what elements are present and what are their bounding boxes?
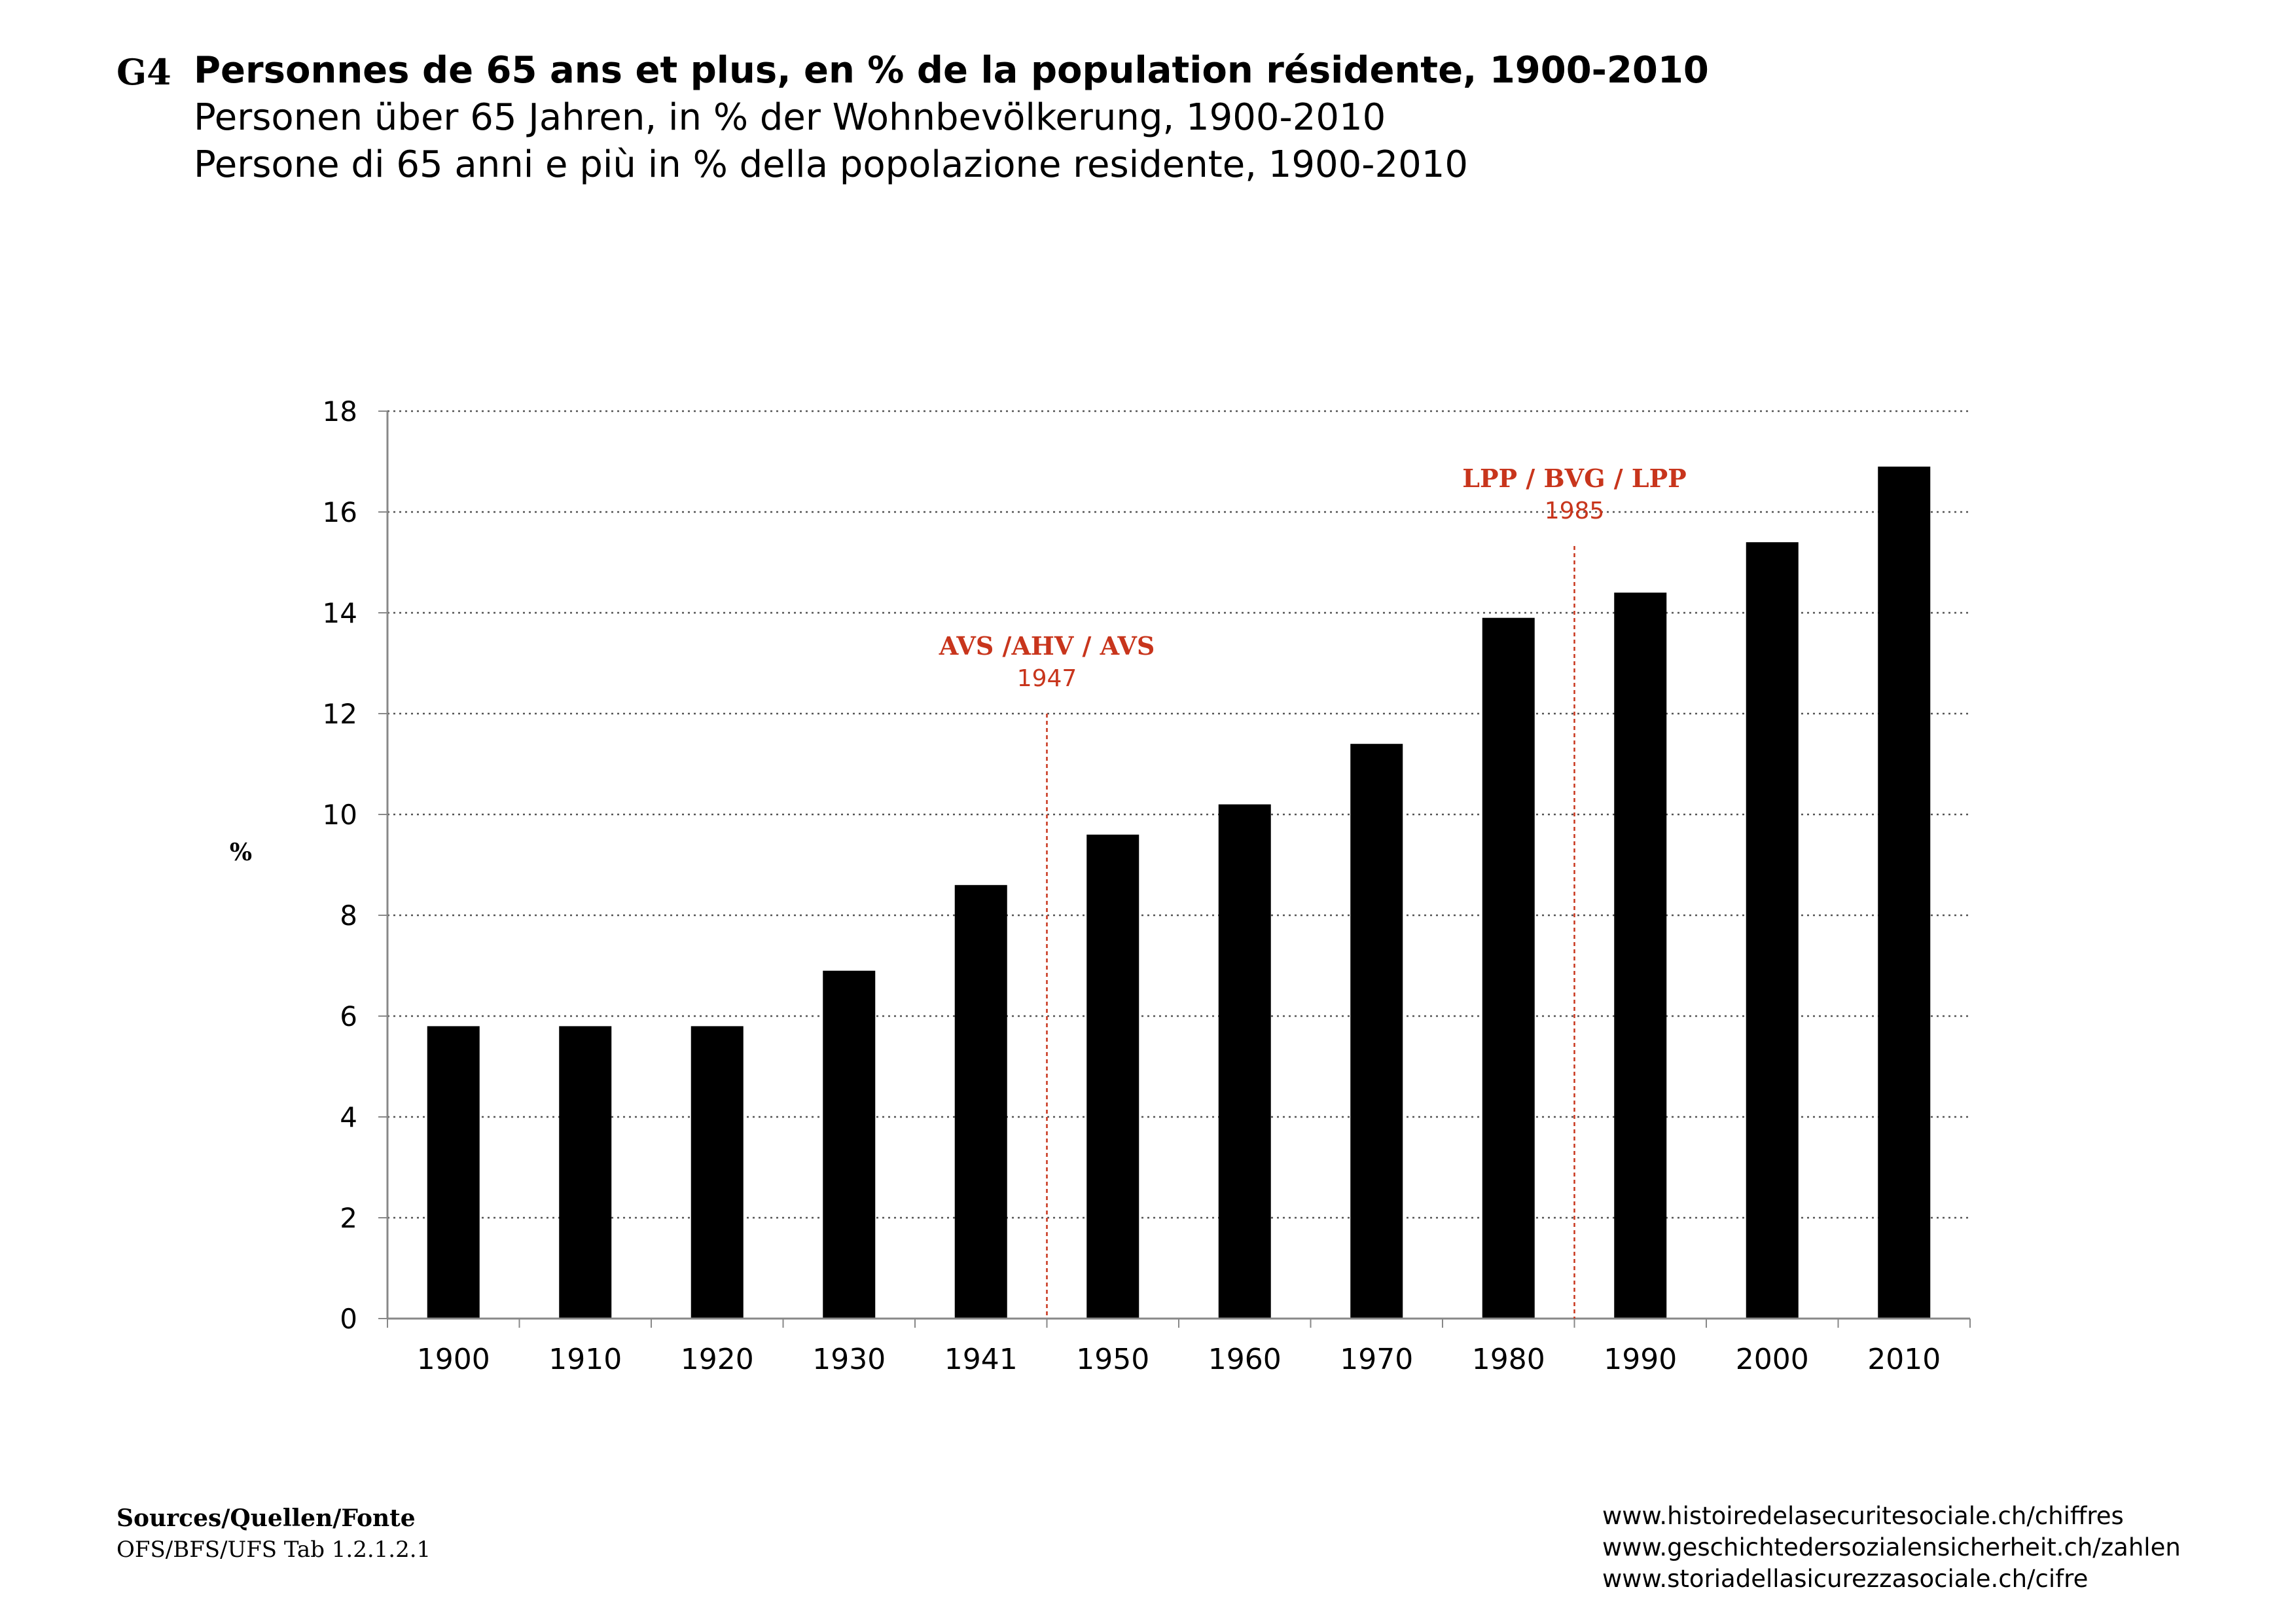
tick-labels: 0 2 4 6 8 10 12 14 16 18 1900 1910 1920 1930 1941 1950 1… (323, 395, 1941, 1376)
y-tick-label: 0 (340, 1303, 357, 1335)
link-french[interactable]: www.histoiredelasecuritesociale.ch/chiff… (1602, 1502, 2124, 1530)
x-tick-label: 1950 (1076, 1343, 1149, 1376)
x-tick-label: 1920 (681, 1343, 754, 1376)
y-tick-label: 18 (323, 395, 357, 428)
annotations: AVS /AHV / AVS 1947 LPP / BVG / LPP 1985 (939, 464, 1687, 1319)
title-german: Personen über 65 Jahren, in % der Wohnbe… (194, 96, 1386, 139)
x-tick-label: 1941 (944, 1343, 1018, 1376)
x-tick-label: 1990 (1604, 1343, 1677, 1376)
bar (427, 1026, 480, 1319)
y-tick-label: 4 (340, 1101, 357, 1133)
chart-code: G4 (117, 51, 171, 93)
reform-marker-year: 1985 (1545, 498, 1605, 524)
bar (1878, 466, 1931, 1319)
bar (1746, 542, 1799, 1319)
y-axis-label: % (230, 839, 252, 866)
title-italian: Persone di 65 anni e più in % della popo… (194, 143, 1468, 186)
axes (378, 410, 1971, 1328)
bar (1218, 804, 1271, 1319)
link-german[interactable]: www.geschichtedersozialensicherheit.ch/z… (1602, 1533, 2181, 1561)
website-links: www.histoiredelasecuritesociale.ch/chiff… (1602, 1501, 2181, 1595)
y-tick-label: 14 (323, 597, 357, 629)
x-tick-label: 1910 (548, 1343, 622, 1376)
sources-title: Sources/Quellen/Fonte (117, 1504, 416, 1532)
x-tick-label: 1930 (812, 1343, 886, 1376)
bar (559, 1026, 612, 1319)
y-tick-label: 2 (340, 1202, 357, 1234)
bars (427, 466, 1931, 1319)
y-tick-label: 6 (340, 1000, 357, 1032)
x-tick-label: 2000 (1736, 1343, 1809, 1376)
y-tick-label: 10 (323, 799, 357, 831)
reform-marker-label: AVS /AHV / AVS (939, 631, 1155, 661)
x-tick-label: 1980 (1472, 1343, 1545, 1376)
y-tick-label: 8 (340, 900, 357, 932)
chart-titles: Personnes de 65 ans et plus, en % de la … (194, 47, 1765, 189)
y-tick-label: 16 (323, 496, 357, 528)
gridlines (387, 410, 1970, 1219)
sources: Sources/Quellen/Fonte OFS/BFS/UFS Tab 1.… (117, 1503, 431, 1565)
bar (1614, 593, 1667, 1319)
bar (954, 884, 1007, 1319)
sources-text: OFS/BFS/UFS Tab 1.2.1.2.1 (117, 1537, 431, 1563)
bar (691, 1026, 744, 1319)
x-tick-label: 1970 (1340, 1343, 1413, 1376)
bar (1086, 834, 1139, 1319)
bar (823, 970, 876, 1319)
x-tick-label: 2010 (1867, 1343, 1941, 1376)
title-french: Personnes de 65 ans et plus, en % de la … (194, 49, 1709, 92)
link-italian[interactable]: www.storiadellasicurezzasociale.ch/cifre (1602, 1565, 2089, 1593)
bar (1482, 617, 1535, 1319)
x-tick-label: 1960 (1208, 1343, 1282, 1376)
x-tick-label: 1900 (417, 1343, 490, 1376)
y-tick-label: 12 (323, 698, 357, 730)
reform-marker-year: 1947 (1017, 665, 1077, 692)
bar (1350, 744, 1403, 1319)
reform-marker-label: LPP / BVG / LPP (1462, 464, 1686, 493)
